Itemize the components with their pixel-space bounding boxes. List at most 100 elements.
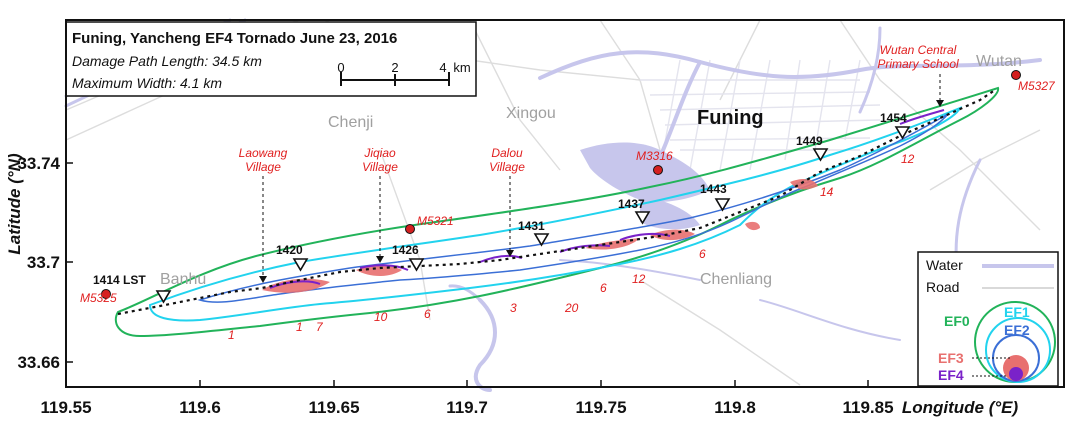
station-dot-m5325 xyxy=(101,289,111,299)
scale-tick-4: 4 xyxy=(439,60,446,75)
time-label-1443: 1443 xyxy=(700,182,727,196)
legend-ef3-label: EF3 xyxy=(938,350,964,366)
place-chenji: Chenji xyxy=(328,114,373,131)
max-width-text: Maximum Width: 4.1 km xyxy=(72,75,222,91)
place-chenliang: Chenliang xyxy=(700,271,772,288)
y-tick-33-74: 33.74 xyxy=(17,154,60,173)
width-numbers: 1 1 7 10 6 3 20 6 12 6 14 12 xyxy=(228,152,915,342)
width-number-1: 1 xyxy=(228,328,235,342)
width-number-6: 3 xyxy=(510,301,517,315)
width-number-3: 7 xyxy=(316,320,324,334)
legend-ef4-label: EF4 xyxy=(938,367,964,383)
x-tick-119-7: 119.7 xyxy=(446,398,488,417)
width-number-2: 1 xyxy=(296,320,303,334)
village-laowang-line1: Laowang xyxy=(239,146,288,160)
time-labels: 1414 LST 1420 1426 1431 1437 1443 1449 1… xyxy=(93,111,907,287)
station-dot-m5321 xyxy=(405,224,415,234)
width-number-7: 20 xyxy=(564,301,579,315)
x-tick-119-85: 119.85 xyxy=(842,398,893,417)
x-tick-119-75: 119.75 xyxy=(575,398,626,417)
legend-water-label: Water xyxy=(926,257,963,273)
legend-ef2-label: EF2 xyxy=(1004,322,1030,338)
y-tick-33-66: 33.66 xyxy=(17,353,60,372)
time-marker-1414 xyxy=(155,290,172,304)
ef4-patches xyxy=(269,109,945,289)
station-labels: M5325 M5321 M3316 M5327 xyxy=(80,79,1056,305)
time-label-1414: 1414 LST xyxy=(93,273,146,287)
scale-tick-0: 0 xyxy=(337,60,344,75)
time-marker-1437 xyxy=(634,211,651,225)
station-label-m3316: M3316 xyxy=(636,149,673,163)
width-number-4: 10 xyxy=(374,310,388,324)
path-length-text: Damage Path Length: 34.5 km xyxy=(72,53,262,69)
place-wutan: Wutan xyxy=(976,53,1022,70)
place-banhu: Banhu xyxy=(160,271,206,288)
legend-ef0-label: EF0 xyxy=(944,313,970,329)
time-label-1420: 1420 xyxy=(276,243,303,257)
x-axis-label: Longitude (°E) xyxy=(902,398,1019,417)
village-dalou-line2: Village xyxy=(489,160,525,174)
village-dalou-line1: Dalou xyxy=(491,146,523,160)
time-marker-1426 xyxy=(408,258,425,272)
width-number-5: 6 xyxy=(424,307,431,321)
lake-layer xyxy=(580,142,710,230)
village-arrowheads xyxy=(259,100,944,283)
time-marker-1420 xyxy=(292,258,309,272)
village-jiqiao-line2: Village xyxy=(362,160,398,174)
time-label-1431: 1431 xyxy=(518,219,545,233)
village-arrows xyxy=(262,74,941,278)
y-tick-labels: 33.74 33.7 33.66 xyxy=(17,154,60,372)
map-title: Funing, Yancheng EF4 Tornado June 23, 20… xyxy=(72,30,397,47)
place-labels: Funing Chenji Xingou Banhu Chenliang Wut… xyxy=(160,53,1022,288)
time-marker-1449 xyxy=(812,148,829,162)
x-tick-119-6: 119.6 xyxy=(179,398,221,417)
wutan-school-line1: Wutan Central xyxy=(880,43,957,57)
time-marker-1443 xyxy=(714,198,731,212)
ef0-contour xyxy=(114,86,1000,338)
scale-tick-2: 2 xyxy=(391,60,398,75)
time-label-1437: 1437 xyxy=(618,197,645,211)
width-number-11: 14 xyxy=(820,185,834,199)
x-tick-119-8: 119.8 xyxy=(714,398,756,417)
scale-bar xyxy=(340,72,450,86)
time-label-1449: 1449 xyxy=(796,134,823,148)
station-label-m5325: M5325 xyxy=(80,291,117,305)
time-label-1426: 1426 xyxy=(392,243,419,257)
tornado-track-line xyxy=(117,89,996,316)
village-annotations: Laowang Village Jiqiao Village Dalou Vil… xyxy=(239,43,959,174)
station-label-m5327: M5327 xyxy=(1018,79,1056,93)
time-marker-1454 xyxy=(894,126,911,140)
station-label-m5321: M5321 xyxy=(417,214,454,228)
y-tick-marks xyxy=(66,162,73,363)
station-dot-m5327 xyxy=(1011,70,1021,80)
x-tick-labels: 119.55 119.6 119.65 119.7 119.75 119.8 1… xyxy=(40,398,893,417)
width-number-12: 12 xyxy=(901,152,915,166)
legend-box: Water Road EF0 EF1 EF2 EF3 EF4 xyxy=(917,251,1059,387)
width-number-9: 12 xyxy=(632,272,646,286)
village-laowang-line2: Village xyxy=(245,160,281,174)
legend-ef4-circle xyxy=(1009,367,1023,381)
time-label-1454: 1454 xyxy=(880,111,907,125)
ef2-contour xyxy=(197,113,949,303)
legend-ef1-circle xyxy=(985,317,1051,383)
width-number-10: 6 xyxy=(699,247,706,261)
time-marker-1431 xyxy=(533,233,550,247)
legend-road-label: Road xyxy=(926,279,959,295)
station-markers xyxy=(101,70,1021,299)
y-axis-label: Latitude (°N) xyxy=(5,153,24,255)
wutan-school-line2: Primary School xyxy=(877,57,959,71)
station-dot-m3316 xyxy=(653,165,663,175)
y-tick-33-7: 33.7 xyxy=(27,253,60,272)
x-tick-119-55: 119.55 xyxy=(40,398,91,417)
x-tick-marks xyxy=(65,380,869,387)
axes-frame xyxy=(65,19,1065,388)
title-box: Funing, Yancheng EF4 Tornado June 23, 20… xyxy=(65,21,477,97)
width-number-8: 6 xyxy=(600,281,607,295)
scale-unit: km xyxy=(453,60,470,75)
place-xingou: Xingou xyxy=(506,105,556,122)
x-tick-119-65: 119.65 xyxy=(308,398,359,417)
place-funing: Funing xyxy=(697,107,764,129)
village-jiqiao-line1: Jiqiao xyxy=(363,146,396,160)
legend-ef1-label: EF1 xyxy=(1004,304,1030,320)
